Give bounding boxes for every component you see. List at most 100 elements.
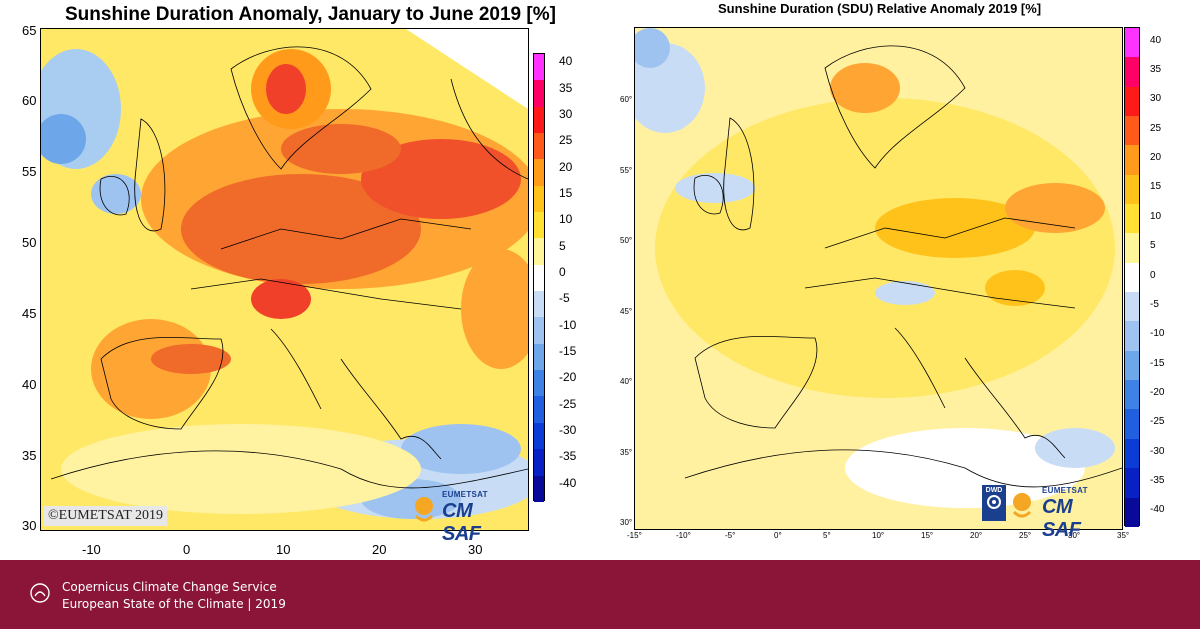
right-lon-label: 35° xyxy=(1117,531,1130,540)
footer-line-2: European State of the Climate | 2019 xyxy=(62,597,286,611)
colorbar-tick-label: -5 xyxy=(559,291,570,306)
right-lat-label: 60° xyxy=(620,95,633,104)
right-lat-label: 35° xyxy=(620,448,633,457)
right-lon-label: 20° xyxy=(970,531,983,540)
colorbar-segment xyxy=(534,291,544,318)
colorbar-segment xyxy=(1125,438,1139,469)
colorbar-tick-label: 15 xyxy=(559,185,573,200)
right-lat-label: 40° xyxy=(620,377,633,386)
colorbar-tick-label: -35 xyxy=(559,449,577,464)
colorbar-segment xyxy=(534,422,544,450)
colorbar-segment xyxy=(1125,380,1139,410)
right-lon-label: 10° xyxy=(872,531,885,540)
colorbar-segment xyxy=(534,80,544,107)
colorbar-segment xyxy=(1125,116,1139,146)
left-lat-label: 40 xyxy=(22,377,37,392)
colorbar-segment xyxy=(1125,350,1139,381)
colorbar-tick-label: 30 xyxy=(1150,93,1162,105)
right-lon-label: 30° xyxy=(1068,531,1081,540)
colorbar-segment xyxy=(1125,409,1139,439)
right-lon-label: -5° xyxy=(725,531,736,540)
colorbar-tick-label: 30 xyxy=(559,106,573,121)
colorbar-tick-label: 40 xyxy=(559,54,573,69)
right-anomaly-map xyxy=(634,27,1123,530)
colorbar-segment xyxy=(1125,497,1139,527)
colorbar-segment xyxy=(534,212,544,239)
eumetsat-label: EUMETSAT xyxy=(1042,486,1088,495)
right-lat-label: 55° xyxy=(620,166,633,175)
colorbar-segment xyxy=(1125,204,1139,234)
colorbar-tick-label: 0 xyxy=(1150,269,1156,281)
colorbar-tick-label: 35 xyxy=(559,80,573,95)
cmsaf-label: CM SAF xyxy=(1042,496,1081,541)
dwd-label: DWD xyxy=(985,487,1003,494)
colorbar-tick-label: 35 xyxy=(1150,64,1162,76)
right-lon-label: -10° xyxy=(676,531,691,540)
colorbar-tick-label: -35 xyxy=(1150,474,1165,486)
colorbar-segment xyxy=(1125,292,1139,322)
footer-banner: Copernicus Climate Change Service Europe… xyxy=(0,560,1200,629)
colorbar-tick-label: 25 xyxy=(1150,122,1162,134)
colorbar-tick-label: 15 xyxy=(1150,181,1162,193)
colorbar-segment xyxy=(534,343,544,371)
colorbar-segment xyxy=(534,317,544,344)
left-map-title: Sunshine Duration Anomaly, January to Ju… xyxy=(65,4,556,25)
colorbar-segment xyxy=(1125,468,1139,498)
colorbar-tick-label: -10 xyxy=(559,317,577,332)
colorbar-tick-label: 20 xyxy=(559,159,573,174)
colorbar-segment xyxy=(534,185,544,213)
colorbar-segment xyxy=(1125,174,1139,205)
left-lon-label: 10 xyxy=(276,542,291,557)
colorbar-segment xyxy=(534,449,544,476)
right-lat-label: 45° xyxy=(620,307,633,316)
colorbar-segment xyxy=(534,475,544,502)
sun-icon xyxy=(414,497,434,522)
left-lat-label: 30 xyxy=(22,518,37,533)
swirl-icon xyxy=(987,495,1001,509)
left-anomaly-map xyxy=(40,28,529,531)
colorbar-tick-label: -15 xyxy=(559,344,577,359)
colorbar-tick-label: -40 xyxy=(1150,504,1165,516)
copyright-label: ©EUMETSAT 2019 xyxy=(44,506,167,526)
colorbar-tick-label: -40 xyxy=(559,475,577,490)
colorbar-segment xyxy=(1125,145,1139,175)
left-lat-label: 45 xyxy=(22,306,37,321)
colorbar-tick-label: 40 xyxy=(1150,34,1162,46)
right-lon-label: -15° xyxy=(627,531,642,540)
colorbar-segment xyxy=(534,106,544,134)
right-map-title: Sunshine Duration (SDU) Relative Anomaly… xyxy=(718,1,1042,16)
colorbar-segment xyxy=(1125,86,1139,117)
right-lon-label: 5° xyxy=(823,531,831,540)
left-lat-label: 50 xyxy=(22,235,37,250)
right-lon-label: 15° xyxy=(921,531,934,540)
right-lon-label: 0° xyxy=(774,531,782,540)
colorbar-segment xyxy=(1125,262,1139,293)
colorbar-segment xyxy=(534,264,544,292)
sun-icon xyxy=(1012,493,1032,518)
left-colorbar xyxy=(533,53,545,502)
colorbar-segment xyxy=(1125,57,1139,87)
colorbar-tick-label: 10 xyxy=(559,212,573,227)
right-lat-label: 50° xyxy=(620,236,633,245)
left-lon-label: 0 xyxy=(183,542,191,557)
colorbar-tick-label: -25 xyxy=(559,396,577,411)
copernicus-icon xyxy=(30,583,50,603)
colorbar-tick-label: -5 xyxy=(1150,298,1159,310)
colorbar-tick-label: 20 xyxy=(1150,152,1162,164)
dwd-logo: DWD xyxy=(982,485,1006,521)
colorbar-tick-label: 25 xyxy=(559,133,573,148)
colorbar-tick-label: 5 xyxy=(559,238,566,253)
colorbar-segment xyxy=(534,238,544,265)
colorbar-tick-label: -30 xyxy=(559,423,577,438)
right-lat-label: 30° xyxy=(620,518,633,527)
colorbar-tick-label: -25 xyxy=(1150,416,1165,428)
left-lat-label: 35 xyxy=(22,448,37,463)
colorbar-segment xyxy=(1125,28,1139,58)
colorbar-segment xyxy=(1125,321,1139,351)
left-lon-label: 20 xyxy=(372,542,387,557)
colorbar-tick-label: -30 xyxy=(1150,445,1165,457)
right-map-graphic xyxy=(635,28,1122,529)
left-lat-label: 55 xyxy=(22,164,37,179)
left-map-graphic xyxy=(41,29,528,530)
colorbar-segment xyxy=(534,133,544,160)
